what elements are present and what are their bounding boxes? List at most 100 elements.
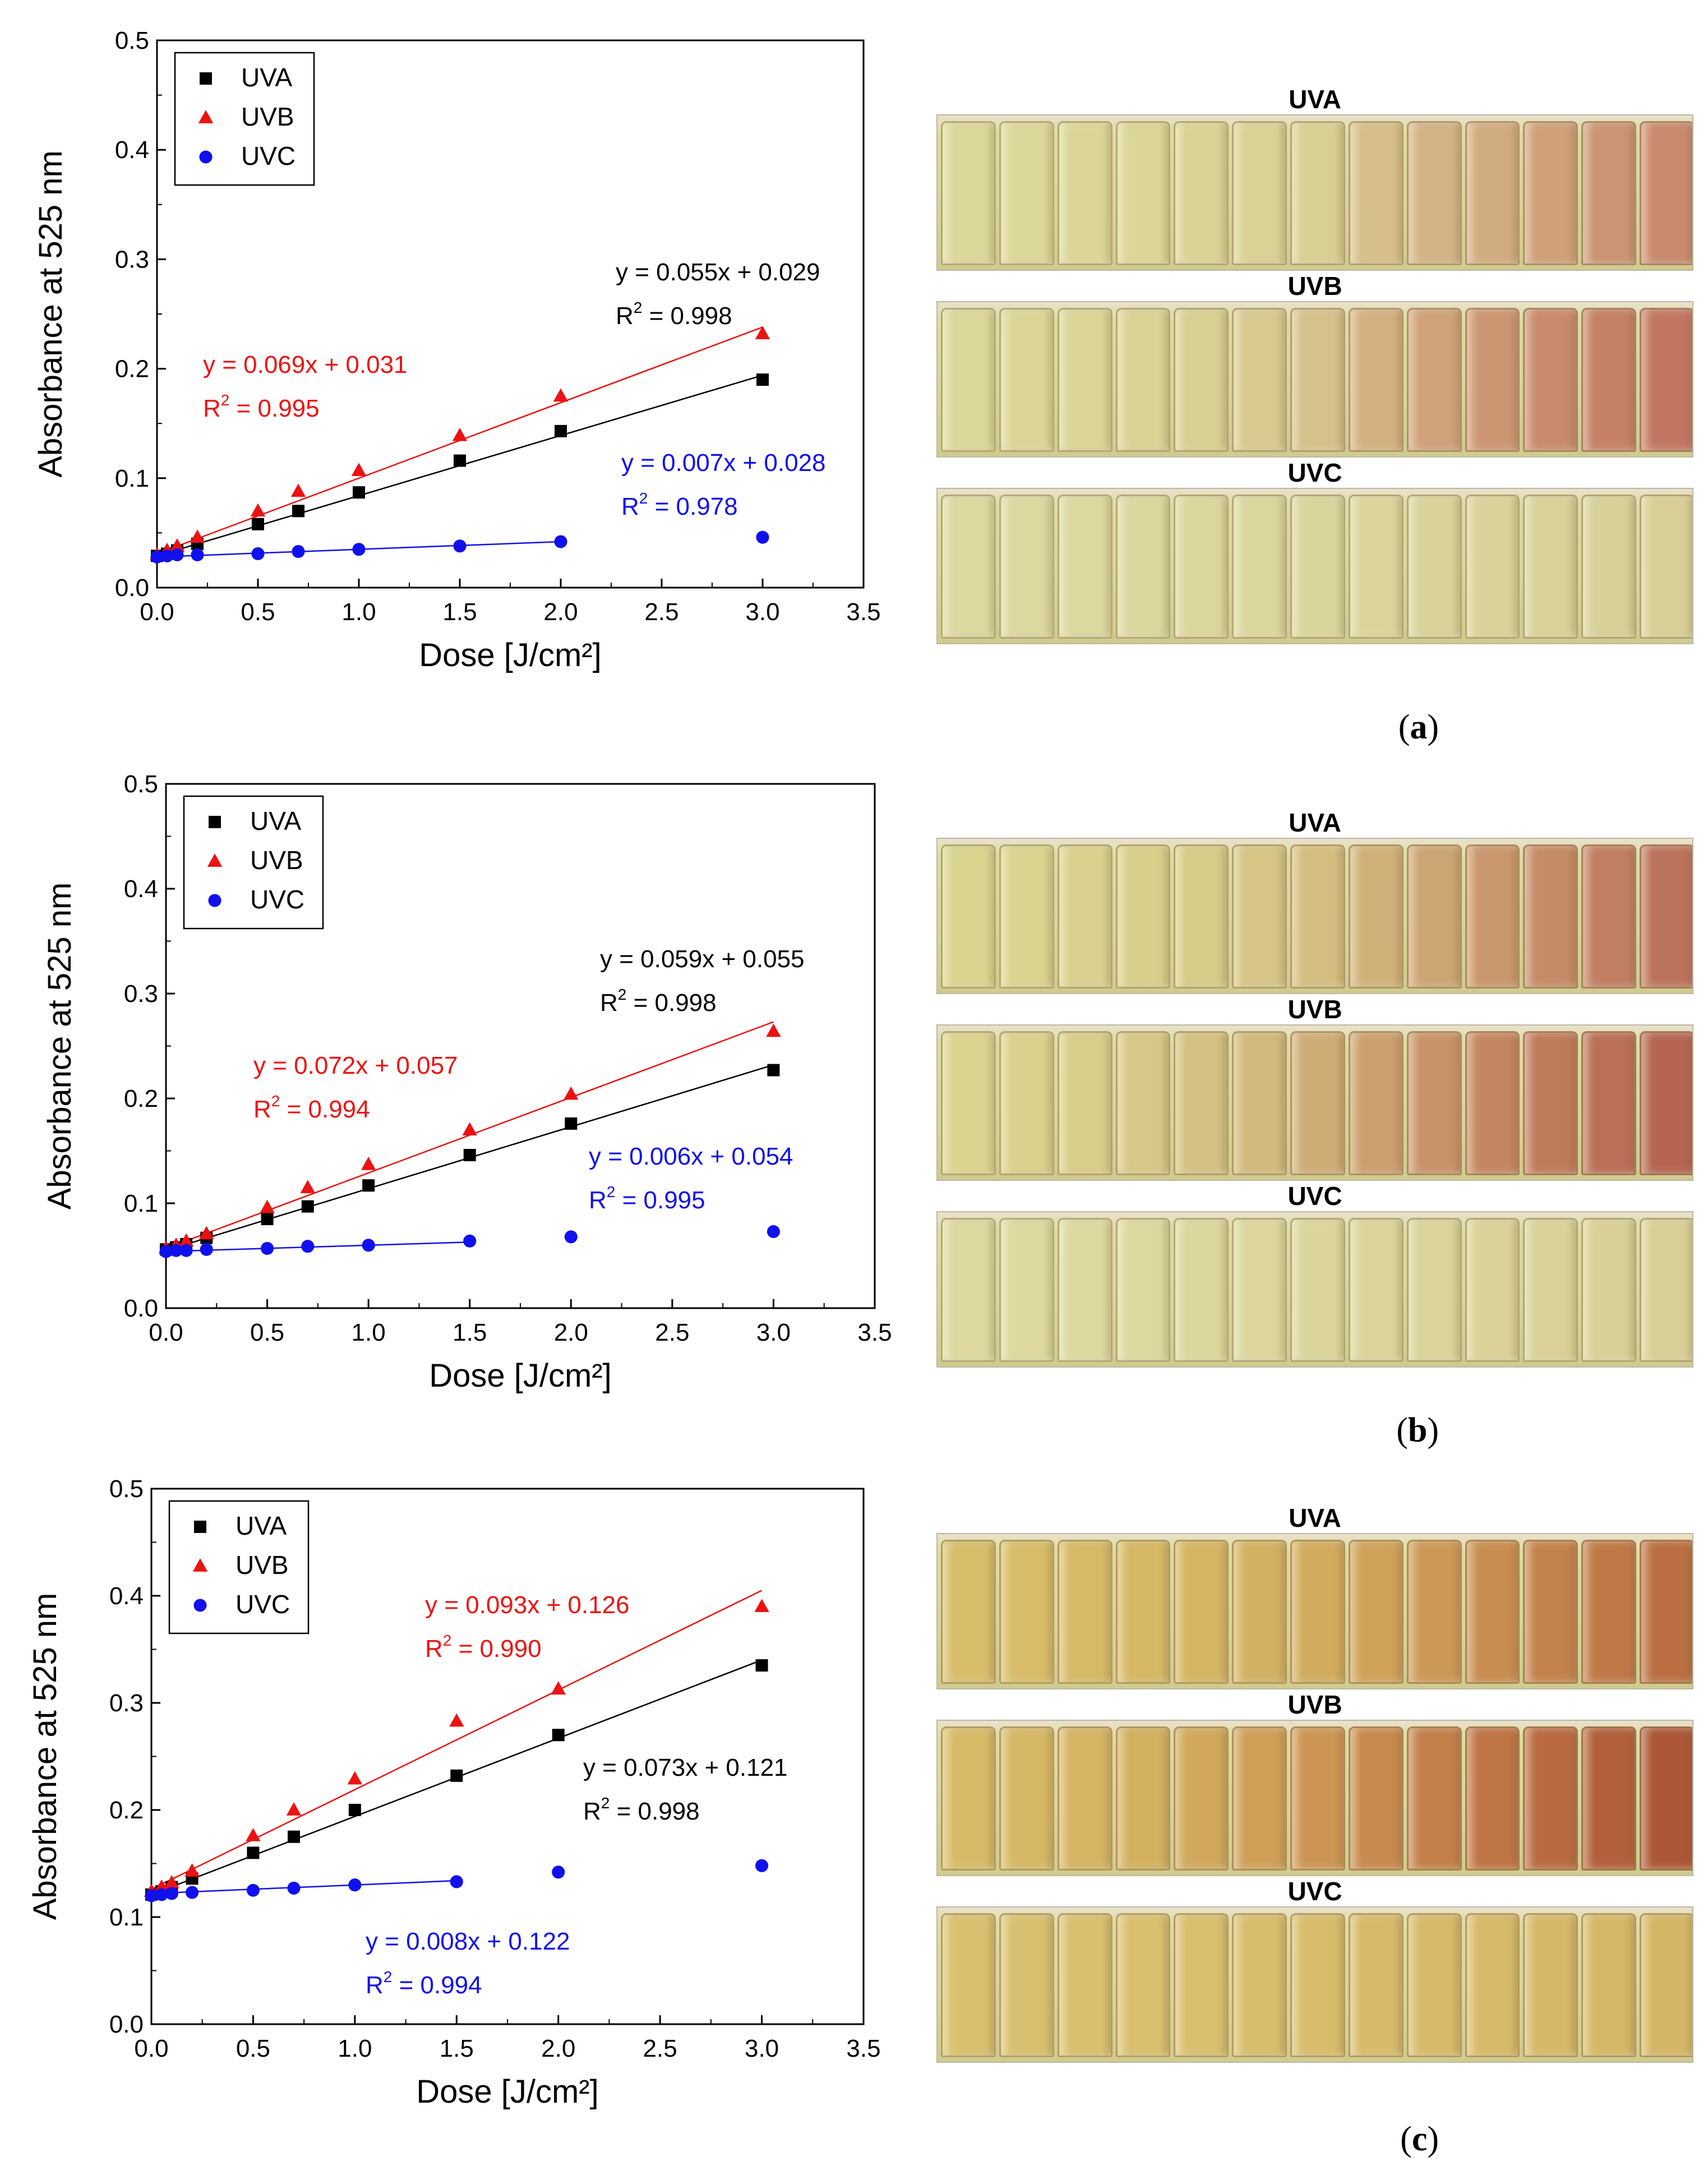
vial	[1232, 1913, 1287, 2057]
chart-b: 0.0 0.5 1.0 1.5 2.0 2.5 3.0 3.5 0.0 0.1 0.2 0.3 0.4 0…	[41, 770, 892, 1394]
y-tick-label: 0.5	[124, 770, 158, 798]
x-tick-label: 1.5	[442, 598, 477, 626]
vial	[1523, 1218, 1578, 1362]
fit-line-uvc	[165, 1241, 470, 1253]
data-point-uva	[767, 1064, 780, 1077]
x-tick-label: 3.0	[745, 598, 779, 626]
vial	[1174, 495, 1229, 639]
vial	[1465, 1540, 1520, 1684]
y-tick-label: 0.0	[109, 2011, 144, 2038]
vial	[1174, 308, 1229, 452]
vial	[1640, 844, 1692, 989]
vial	[1174, 1540, 1229, 1684]
vial	[1115, 844, 1171, 989]
data-point-uvc	[756, 530, 769, 544]
r-squared-uvb: R2 = 0.995	[203, 391, 320, 422]
y-tick-label: 0.3	[109, 1689, 144, 1717]
vial	[1581, 308, 1637, 452]
vial	[1523, 844, 1578, 989]
x-axis-label: Dose [J/cm²]	[419, 637, 602, 673]
x-tick-label: 1.0	[338, 2035, 372, 2062]
vial	[1348, 844, 1404, 989]
data-point-uvb	[286, 1802, 302, 1816]
vial	[1290, 1540, 1345, 1684]
vial	[941, 1726, 996, 1871]
vial	[1581, 1913, 1637, 2057]
vial	[1232, 844, 1287, 989]
vial	[1406, 1218, 1462, 1362]
r-squared-uva: R2 = 0.998	[616, 299, 732, 330]
vial	[1232, 495, 1287, 639]
y-tick-label: 0.4	[109, 1582, 144, 1610]
data-point-uva	[348, 1804, 361, 1816]
vial	[1232, 1218, 1287, 1362]
x-tick-label: 3.5	[857, 1319, 892, 1346]
vial	[999, 1726, 1054, 1871]
vial	[1465, 844, 1520, 989]
data-point-uvc	[261, 1241, 274, 1255]
vial	[1057, 1540, 1112, 1684]
data-point-uvb	[290, 483, 306, 497]
y-tick-label: 0.5	[109, 1475, 144, 1503]
strip-title-uvc: UVC	[1287, 458, 1342, 487]
data-point-uvc	[191, 548, 204, 561]
vial	[999, 844, 1054, 989]
equation-uva: y = 0.073x + 0.121	[583, 1754, 788, 1781]
vial	[1523, 495, 1578, 639]
vial-strip-uvb	[936, 301, 1693, 458]
vial	[1290, 1726, 1345, 1871]
vial	[1348, 308, 1404, 452]
vial	[1290, 1031, 1345, 1175]
data-point-uvc	[145, 1889, 158, 1902]
data-point-uvc	[160, 549, 174, 562]
vial	[1174, 844, 1229, 989]
vial	[999, 121, 1054, 265]
x-tick-label: 3.0	[745, 2035, 779, 2062]
y-tick-label: 0.3	[115, 246, 149, 273]
vial-strip-uvb	[936, 1024, 1693, 1181]
x-tick-label: 1.5	[440, 2035, 474, 2062]
y-tick-label: 0.2	[109, 1797, 144, 1824]
y-tick-label: 0.4	[124, 875, 158, 903]
vial	[1232, 1726, 1287, 1871]
vial	[999, 1540, 1054, 1684]
vial	[941, 1913, 996, 2057]
vial	[1406, 1031, 1462, 1175]
vial	[1057, 844, 1112, 989]
strip-title-uvc: UVC	[1287, 1877, 1342, 1906]
vial	[1465, 1726, 1520, 1871]
data-point-uvc	[554, 535, 567, 548]
chart-c: 0.0 0.5 1.0 1.5 2.0 2.5 3.0 3.5 0.0 0.1 0.2 0.3 0.4 0…	[27, 1475, 881, 2110]
vial	[1115, 308, 1171, 452]
vial	[999, 1031, 1054, 1175]
data-point-uvc	[159, 1245, 173, 1258]
legend-marker-uva	[209, 816, 221, 828]
vial	[1523, 308, 1578, 452]
data-point-uvc	[767, 1225, 780, 1239]
y-tick-label: 0.0	[124, 1295, 158, 1322]
vial	[1465, 121, 1520, 265]
vial-strips-a: UVA UVB UVC	[936, 84, 1693, 644]
vial	[1465, 1913, 1520, 2057]
vial-strip-uvc	[936, 1211, 1693, 1368]
x-tick-label: 0.5	[241, 598, 275, 626]
data-point-uvc	[165, 1887, 178, 1900]
vial	[1523, 1031, 1578, 1175]
data-point-uvb	[246, 1828, 261, 1841]
vial	[1523, 1540, 1578, 1684]
data-point-uvc	[170, 548, 184, 561]
data-point-uvc	[348, 1878, 362, 1892]
data-point-uvb	[178, 1233, 194, 1247]
vial	[1523, 1913, 1578, 2057]
vial	[1406, 1913, 1462, 2057]
vial	[1406, 308, 1462, 452]
legend-marker-uvb	[207, 853, 223, 867]
data-point-uva	[555, 424, 567, 437]
vial	[1640, 495, 1692, 639]
equation-uvc: y = 0.007x + 0.028	[621, 449, 826, 477]
equation-uvc: y = 0.008x + 0.122	[366, 1928, 570, 1955]
vial	[1290, 1218, 1345, 1362]
x-tick-label: 2.0	[554, 1319, 588, 1346]
data-point-uvc	[169, 1244, 183, 1257]
data-point-uvb	[190, 529, 205, 543]
